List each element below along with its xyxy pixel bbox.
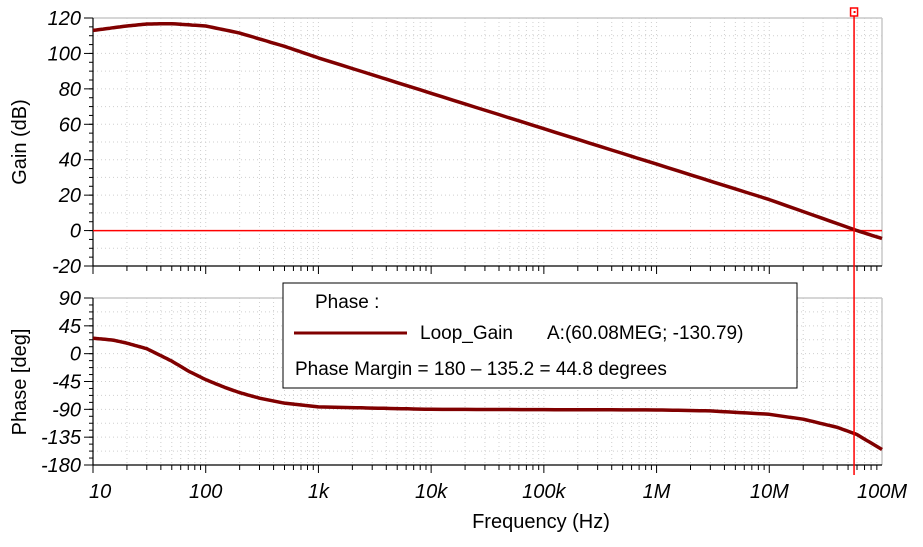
x-axis-label: Frequency (Hz) — [472, 511, 610, 533]
phase-margin-note: Phase Margin = 180 – 135.2 = 44.8 degree… — [295, 359, 667, 380]
gain-y-axis-label: Gain (dB) — [9, 99, 31, 185]
phase-y-tick-label: 90 — [59, 288, 81, 310]
legend-box — [282, 282, 798, 389]
x-tick-label: 100M — [857, 481, 907, 503]
phase-y-tick-label: -180 — [41, 455, 81, 477]
gain-grid — [92, 17, 882, 267]
phase-y-axis-label: Phase [deg] — [9, 329, 31, 436]
x-tick-label: 10k — [415, 481, 448, 503]
phase-y-tick-label: 45 — [59, 316, 82, 338]
gain-line-loop-gain — [92, 21, 883, 241]
legend-entry: Loop_Gain — [420, 323, 513, 344]
gain-y-tick-label: 120 — [48, 8, 81, 30]
phase-y-tick-label: 0 — [70, 344, 81, 366]
cursor-readout: A:(60.08MEG; -130.79) — [547, 323, 743, 344]
phase-series — [92, 336, 883, 452]
gain-y-tick-label: 20 — [58, 185, 81, 207]
legend-title: Phase : — [315, 292, 379, 313]
x-tick-label: 100k — [522, 481, 566, 503]
gain-y-tick-label: 40 — [59, 150, 81, 172]
legend: Phase : Loop_Gain A:(60.08MEG; -130.79) … — [282, 282, 798, 389]
gain-y-tick-label: 100 — [48, 43, 81, 65]
phase-y-tick-label: -45 — [52, 372, 82, 394]
x-tick-label: 10M — [750, 481, 789, 503]
gain-series — [92, 21, 883, 241]
gain-y-tick-label: -20 — [52, 256, 81, 278]
x-tick-label: 10 — [89, 481, 111, 503]
gain-y-tick-label: 0 — [70, 221, 81, 243]
phase-y-tick-label: -135 — [41, 427, 82, 449]
x-tick-label: 1k — [308, 481, 330, 503]
x-tick-label: 100 — [189, 481, 222, 503]
x-tick-label: 1M — [643, 481, 671, 503]
gain-y-tick-label: 60 — [59, 114, 81, 136]
gain-axes: 120 100 80 60 40 20 0 -20 — [48, 8, 883, 278]
cursor-a[interactable] — [849, 7, 859, 475]
gain-y-tick-label: 80 — [59, 79, 81, 101]
phase-axes: 90 45 0 -45 -90 -135 -180 10 100 1k 10k 100k 1M 10M 10… — [41, 288, 907, 503]
phase-y-tick-label: -90 — [52, 399, 81, 421]
phase-line-loop-gain — [92, 336, 883, 452]
cursor-handle-dot — [853, 11, 856, 13]
